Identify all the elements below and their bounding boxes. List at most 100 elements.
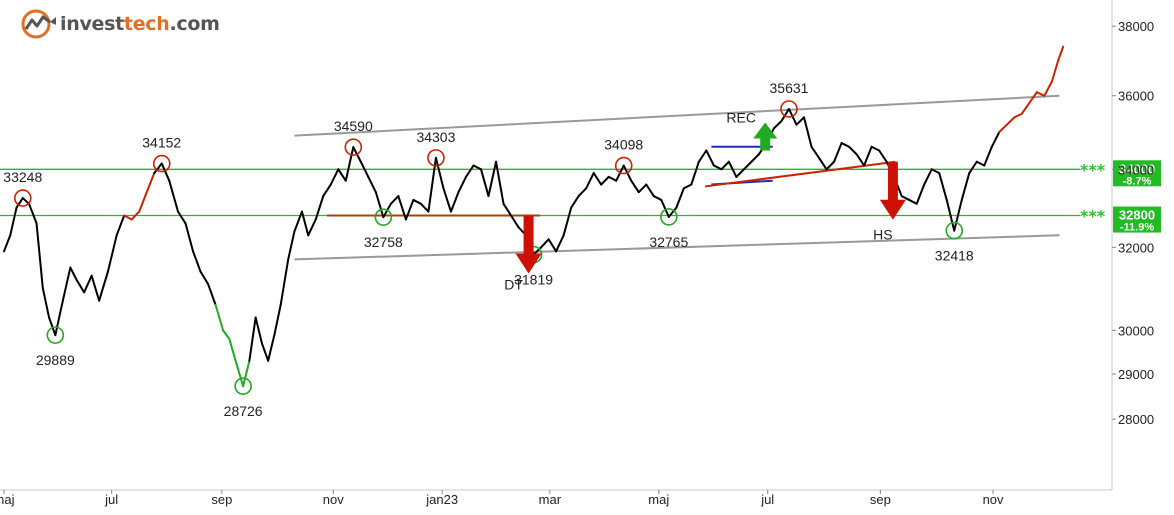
price-segment	[630, 179, 640, 194]
price-segment	[833, 142, 843, 163]
price-segment	[222, 329, 231, 340]
price-segment	[487, 160, 498, 198]
price-segment	[863, 145, 873, 167]
x-tick-label: mar	[539, 492, 562, 507]
price-segment	[273, 303, 282, 336]
level-value-label: 32800	[1119, 208, 1155, 223]
trough-label: 28726	[224, 403, 263, 419]
y-tick-label: 28000	[1118, 412, 1154, 427]
trough-marker	[659, 208, 678, 226]
price-segment	[160, 162, 171, 182]
price-segment	[870, 145, 881, 152]
price-segment	[287, 230, 296, 261]
level-stars: ***	[1080, 207, 1106, 226]
peak-marker	[427, 149, 445, 167]
price-segment	[1057, 45, 1065, 62]
price-segment	[389, 195, 400, 205]
price-segment	[848, 145, 858, 156]
trough-marker	[46, 326, 65, 344]
price-segment	[464, 164, 475, 178]
price-segment	[803, 116, 813, 148]
price-segment	[397, 195, 407, 221]
price-segment	[145, 172, 156, 194]
price-segment	[412, 198, 422, 205]
price-segment	[930, 168, 941, 175]
trend-channel	[294, 94, 1060, 261]
price-segment	[547, 238, 558, 253]
brand-logo[interactable]: investtech.com	[20, 8, 220, 40]
price-segment	[322, 183, 332, 198]
peak-marker	[152, 154, 171, 173]
price-segment	[457, 175, 467, 194]
price-segment	[115, 214, 126, 237]
price-segment	[667, 206, 678, 218]
price-segment	[123, 214, 133, 221]
price-segment	[442, 187, 452, 213]
peak-label: 34152	[142, 135, 181, 151]
price-segment	[177, 210, 187, 225]
price-segment	[495, 160, 505, 205]
trough-label: 32418	[935, 248, 974, 264]
price-segment	[690, 160, 700, 186]
price-segment	[344, 146, 355, 182]
price-segment	[938, 172, 948, 201]
price-segment	[168, 179, 180, 213]
peak-label: 34590	[334, 118, 373, 134]
price-segment	[660, 198, 670, 218]
price-segment	[1013, 112, 1023, 119]
level-box	[1113, 160, 1161, 187]
price-segment	[3, 234, 12, 253]
x-tick-label: nov	[323, 492, 344, 507]
trough-label: 32758	[364, 234, 403, 250]
price-segment	[28, 202, 38, 225]
price-segment	[98, 270, 109, 302]
signal-label: DT	[504, 277, 523, 293]
price-segment	[645, 183, 655, 198]
price-segment	[207, 283, 217, 306]
price-segment	[359, 160, 370, 178]
price-segment	[968, 160, 978, 175]
price-segment	[983, 145, 993, 167]
price-segment	[675, 187, 685, 209]
y-tick-label: 30000	[1118, 323, 1154, 338]
x-tick-label: nov	[983, 492, 1004, 507]
price-segment	[855, 153, 866, 167]
channel-line	[294, 234, 1060, 261]
price-segment	[607, 175, 618, 182]
price-segment	[1028, 91, 1038, 104]
price-segment	[214, 303, 225, 332]
peak-marker	[344, 138, 363, 156]
price-segment	[367, 175, 377, 194]
x-tick-label: sep	[211, 492, 232, 507]
signal-label: REC	[726, 110, 756, 126]
trough-label: 29889	[36, 352, 75, 368]
price-segment	[555, 234, 565, 253]
price-segment	[712, 164, 723, 171]
price-segment	[434, 156, 445, 190]
price-segment	[54, 299, 64, 337]
price-segment	[720, 160, 730, 171]
price-segment	[818, 156, 828, 171]
peak-marker	[780, 100, 798, 118]
price-segment	[923, 168, 933, 186]
price-segment	[975, 160, 986, 167]
price-segment	[404, 198, 415, 221]
x-tick-label: sep	[870, 492, 891, 507]
price-segment	[307, 218, 317, 237]
x-tick-label: jul	[104, 492, 118, 507]
price-segment	[502, 202, 513, 217]
x-tick-label: maj	[0, 492, 15, 507]
peak-label: 34303	[416, 129, 455, 145]
price-segment	[960, 172, 971, 201]
trough-marker	[374, 208, 393, 226]
price-segment	[260, 342, 270, 362]
price-segment	[795, 116, 806, 126]
peak-label: 34098	[604, 137, 643, 153]
brand-name-part2: tech	[123, 13, 170, 35]
price-segment	[184, 222, 195, 253]
trough-label: 32765	[649, 234, 688, 250]
signal-arrows: DT REC HS	[504, 110, 906, 293]
price-segment	[772, 120, 783, 130]
price-segment	[735, 168, 745, 178]
